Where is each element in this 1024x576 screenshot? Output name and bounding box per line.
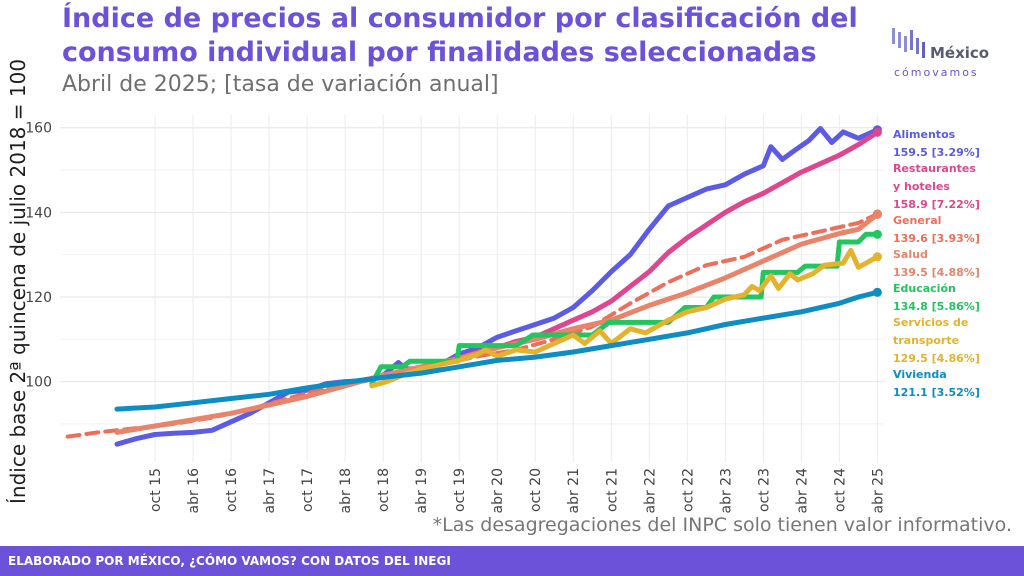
x-tick-label: oct 24 <box>832 468 848 512</box>
legend-label: Salud <box>893 248 928 261</box>
y-tick-label: 160 <box>25 121 52 137</box>
legend-value: 139.6 [3.93%] <box>893 232 980 245</box>
series-endpoint <box>872 127 882 137</box>
series-line-vivienda <box>114 289 880 412</box>
line-chart: oct 15 abr 16 oct 16 abr 17 oct 17 abr 18 oct … <box>25 115 980 514</box>
series-endpoint <box>872 287 882 297</box>
x-tick-label: abr 25 <box>870 468 886 514</box>
x-tick-label: abr 23 <box>718 468 734 514</box>
x-tick-label: abr 20 <box>490 468 506 514</box>
x-tick-label: abr 17 <box>262 468 278 514</box>
x-tick-label: abr 21 <box>566 468 582 514</box>
series-endpoint <box>872 252 882 262</box>
legend-value: 139.5 [4.88%] <box>893 266 980 279</box>
legend-label: Educación <box>893 282 956 295</box>
legend-label: Vivienda <box>893 368 947 381</box>
x-tick-label: oct 22 <box>680 468 696 512</box>
series-endpoint <box>872 209 882 219</box>
legend-label: transporte <box>893 334 959 347</box>
x-tick-label: oct 16 <box>224 468 240 512</box>
x-tick-label: oct 15 <box>148 468 164 512</box>
footer-bar: ELABORADO POR MÉXICO, ¿CÓMO VAMOS? CON D… <box>0 546 1024 576</box>
series-line-servicios-de-transporte <box>369 247 880 389</box>
legend-label: Alimentos <box>893 128 956 141</box>
legend-value: 158.9 [7.22%] <box>893 198 980 211</box>
mexico-como-vamos-logo: México cómovamos <box>890 26 1020 84</box>
x-tick-label: abr 24 <box>794 468 810 514</box>
legend-label: y hoteles <box>893 180 950 193</box>
legend-label: Servicios de <box>893 316 968 329</box>
x-tick-label: oct 23 <box>756 468 772 512</box>
x-tick-label: abr 18 <box>338 468 354 514</box>
series-line-educación <box>369 231 880 387</box>
series-endpoint <box>872 229 882 239</box>
series-endpoints <box>872 125 882 297</box>
legend: Alimentos 159.5 [3.29%] Restaurantes y hote… <box>893 128 980 399</box>
series-lines <box>65 126 880 447</box>
y-tick-label: 100 <box>25 375 52 391</box>
x-tick-label: oct 19 <box>452 468 468 512</box>
legend-value: 121.1 [3.52%] <box>893 386 980 399</box>
y-tick-label: 120 <box>25 290 52 306</box>
logo-text-como-vamos: cómovamos <box>894 66 979 79</box>
legend-label: General <box>893 214 941 227</box>
x-tick-label: oct 20 <box>528 468 544 512</box>
legend-value: 134.8 [5.86%] <box>893 300 980 313</box>
x-tick-label: oct 18 <box>376 468 392 512</box>
logo-text-mexico: México <box>930 44 990 62</box>
y-axis-ticks: 100 120 140 160 <box>25 121 52 391</box>
legend-label: Restaurantes <box>893 162 976 175</box>
legend-value: 129.5 [4.86%] <box>893 352 980 365</box>
x-axis-ticks: oct 15 abr 16 oct 16 abr 17 oct 17 abr 18 oct … <box>148 468 886 514</box>
x-tick-label: oct 21 <box>604 468 620 512</box>
x-tick-label: abr 22 <box>642 468 658 514</box>
y-tick-label: 140 <box>25 205 52 221</box>
chart-title: Índice de precios al consumidor por clas… <box>62 3 858 68</box>
x-tick-label: oct 17 <box>300 468 316 512</box>
x-tick-label: abr 16 <box>186 468 202 514</box>
bar-graph-icon <box>892 28 925 58</box>
x-tick-label: abr 19 <box>414 468 430 514</box>
chart-subtitle: Abril de 2025; [tasa de variación anual] <box>62 72 499 97</box>
footer-credit: ELABORADO POR MÉXICO, ¿CÓMO VAMOS? CON D… <box>8 554 451 568</box>
legend-value: 159.5 [3.29%] <box>893 146 980 159</box>
footnote: *Las desagregaciones del INPC solo tiene… <box>432 514 1012 536</box>
